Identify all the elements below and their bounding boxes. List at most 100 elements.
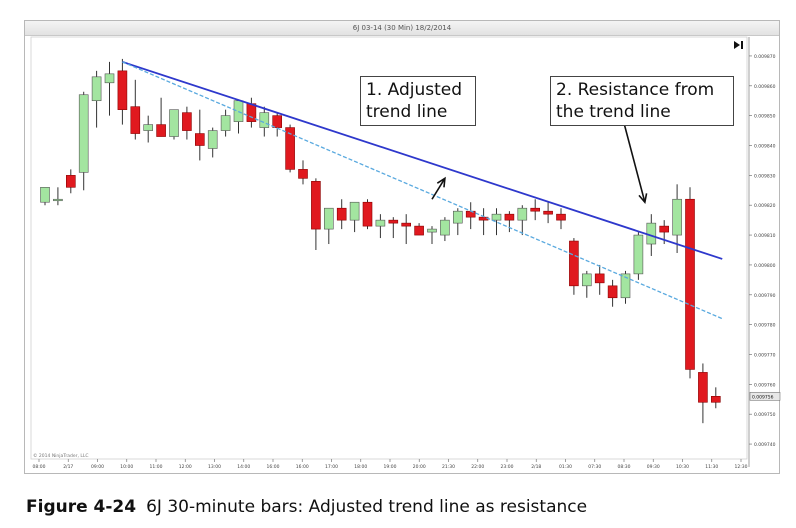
y-tick-label: 0.009790 — [754, 293, 776, 299]
play-arrow-icon — [734, 41, 740, 49]
candle-body — [336, 207, 347, 221]
x-tick-label: 07:30 — [588, 464, 601, 470]
candle-body — [311, 181, 321, 230]
candle-body — [710, 395, 721, 403]
candle-body — [685, 198, 695, 370]
annotation-arrowhead — [638, 193, 648, 205]
candle-body — [530, 207, 541, 212]
x-tick-label: 01:30 — [559, 464, 572, 470]
x-tick-label: 12:00 — [179, 464, 192, 470]
trend-line — [122, 61, 723, 260]
chart-title-bar: 6J 03-14 (30 Min) 18/2/2014 — [25, 21, 779, 36]
price-marker-label: 0.009756 — [752, 394, 774, 400]
candle-body — [285, 127, 295, 170]
x-tick-label: 09:00 — [91, 464, 104, 470]
x-tick-label: 11:00 — [150, 464, 163, 470]
candle-body — [569, 240, 579, 287]
plot-area — [30, 36, 748, 460]
x-tick-label: 08:00 — [33, 464, 46, 470]
y-tick-label: 0.009770 — [754, 353, 776, 359]
play-bar-icon — [741, 41, 743, 49]
x-tick-label: 10:30 — [676, 464, 689, 470]
callout-adjusted-trend-line: 1. Adjusted trend line — [360, 76, 476, 126]
y-tick-label: 0.009740 — [754, 442, 776, 448]
y-tick-label: 0.009830 — [754, 173, 776, 179]
x-tick-label: 21:30 — [442, 464, 455, 470]
x-tick-label: 16:00 — [296, 464, 309, 470]
candle-body — [207, 130, 218, 149]
x-tick-label: 2/18 — [531, 464, 541, 470]
candle-body — [169, 109, 179, 137]
x-tick-label: 08:30 — [618, 464, 631, 470]
candle-body — [659, 225, 670, 233]
x-tick-label: 17:00 — [325, 464, 338, 470]
x-tick-label: 14:00 — [237, 464, 250, 470]
x-tick-label: 19:00 — [384, 464, 397, 470]
candle-body — [581, 273, 592, 287]
candle-body — [143, 124, 153, 131]
x-tick-label: 13:00 — [208, 464, 221, 470]
annotation-arrowhead — [436, 176, 446, 188]
candle-body — [362, 201, 373, 227]
candle-body — [452, 210, 463, 224]
y-tick-label: 0.009840 — [754, 144, 776, 150]
candle-body — [388, 219, 399, 224]
figure-caption-text: 6J 30-minute bars: Adjusted trend line a… — [146, 497, 588, 517]
y-tick-label: 0.009870 — [754, 54, 776, 60]
x-tick-label: 11:30 — [705, 464, 718, 470]
adjusted-trend-line — [122, 61, 723, 320]
candle-body — [607, 285, 618, 299]
candle-body — [620, 273, 631, 299]
callout-resistance: 2. Resistance from the trend line — [550, 76, 734, 126]
candle-body — [349, 201, 360, 221]
x-tick-label: 23:00 — [501, 464, 514, 470]
candle-body — [298, 169, 308, 179]
x-tick-label: 10:00 — [120, 464, 133, 470]
candle-body — [414, 225, 424, 236]
candle-body — [465, 210, 476, 218]
candle-body — [440, 219, 450, 236]
candle-body — [375, 219, 386, 227]
candle-body — [556, 213, 566, 221]
candle-body — [104, 73, 115, 84]
candlestick-chart: 0.009870 0.009860 0.009850 0.009840 0.009830… — [30, 36, 781, 470]
figure-caption: Figure 4-24 6J 30-minute bars: Adjusted t… — [26, 497, 587, 517]
candle-body — [491, 213, 502, 221]
candle-body — [427, 228, 437, 233]
candle-body — [40, 187, 50, 203]
candle-body — [504, 213, 515, 221]
y-tick-label: 0.009800 — [754, 263, 776, 269]
candle-body — [246, 103, 257, 122]
x-tick-label: 20:00 — [413, 464, 426, 470]
x-tick-label: 18:00 — [354, 464, 367, 470]
candle-body — [517, 207, 528, 221]
candle-body — [543, 210, 553, 215]
annotation-arrow — [431, 177, 446, 200]
x-tick-label: 09:30 — [647, 464, 660, 470]
candle-body — [633, 234, 644, 275]
x-tick-label: 16:00 — [267, 464, 280, 470]
y-tick-label: 0.009760 — [754, 382, 776, 388]
candle-body — [195, 133, 205, 146]
y-tick-label: 0.009850 — [754, 114, 776, 120]
candle-body — [65, 175, 76, 188]
y-tick-label: 0.009750 — [754, 412, 776, 418]
candle-body — [594, 273, 605, 284]
candle-body — [401, 222, 412, 227]
watermark: © 2014 NinjaTrader, LLC — [33, 452, 88, 459]
candle-body — [182, 112, 192, 131]
candle-body — [78, 94, 89, 173]
figure-label: Figure 4-24 — [26, 497, 137, 517]
candle-body — [91, 76, 102, 102]
candle-body — [272, 115, 282, 128]
candle-body — [156, 124, 166, 137]
y-tick-label: 0.009780 — [754, 323, 776, 329]
y-tick-label: 0.009820 — [754, 203, 776, 209]
candle-body — [646, 222, 657, 245]
candle-body — [130, 106, 141, 134]
x-tick-label: 12:30 — [735, 464, 748, 470]
candle-body — [53, 198, 63, 202]
candle-body — [672, 198, 682, 236]
x-tick-label: 2/17 — [63, 464, 73, 470]
candle-body — [323, 207, 334, 230]
